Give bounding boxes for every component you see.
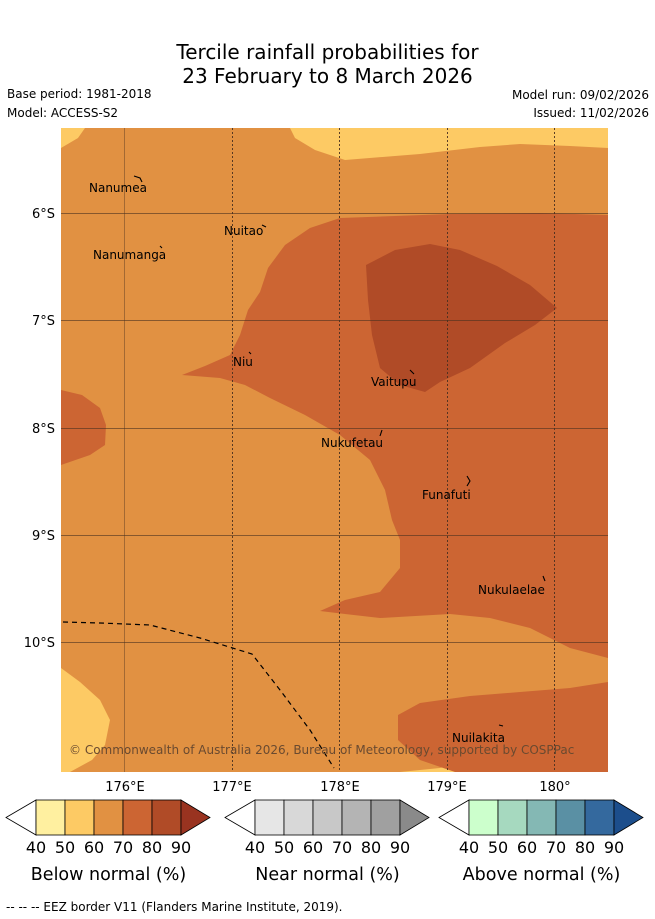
issued-date: Issued: 11/02/2026	[533, 106, 649, 120]
colorbar-tick: 40	[459, 838, 479, 857]
below-normal-colorbar: 40 50 60 70 80 90 Below normal (%)	[5, 799, 211, 885]
colorbar-segment	[64, 799, 95, 836]
colorbar-tick: 80	[361, 838, 381, 857]
island-mark-nuilakita	[498, 724, 504, 727]
base-period: Base period: 1981-2018	[7, 87, 152, 101]
lat-tick: 7°S	[32, 314, 55, 329]
colorbar-segment	[35, 799, 66, 836]
colorbar-tick: 60	[84, 838, 104, 857]
colorbar-tick: 90	[604, 838, 624, 857]
colorbar-tick: 70	[113, 838, 133, 857]
island-mark-nuitao	[261, 224, 267, 228]
place-label: Niu	[233, 355, 253, 369]
colorbar-arrow-low	[224, 799, 256, 836]
place-label: Vaitupu	[371, 375, 417, 389]
colorbar-segment	[254, 799, 285, 836]
colorbar-segment	[341, 799, 372, 836]
colorbar-tick: 90	[171, 838, 191, 857]
colorbar-group: 40 50 60 70 80 90 Below normal (%) 40 50 60 70 80 90…	[5, 799, 644, 885]
colorbar-tick: 80	[142, 838, 162, 857]
lon-tick: 177°E	[212, 780, 252, 795]
colorbar-label: Near normal (%)	[255, 865, 400, 885]
colorbar-label: Above normal (%)	[463, 865, 621, 885]
colorbar-arrow-low	[438, 799, 470, 836]
colorbar-tick: 70	[546, 838, 566, 857]
lon-tick: 179°E	[427, 780, 467, 795]
region-50-60-north	[290, 128, 608, 160]
title-line-2: 23 February to 8 March 2026	[182, 64, 473, 88]
near-normal-colorbar: 40 50 60 70 80 90 Near normal (%)	[224, 799, 430, 885]
place-label: Nuitao	[224, 224, 263, 238]
colorbar-tick: 60	[517, 838, 537, 857]
colorbar-segment	[151, 799, 182, 836]
colorbar-segment	[468, 799, 499, 836]
colorbar-tick: 40	[26, 838, 46, 857]
colorbar-segment	[370, 799, 401, 836]
colorbar-segment	[497, 799, 528, 836]
region-70-80-west	[61, 390, 106, 465]
island-mark-nukulaelae	[542, 575, 546, 582]
island-mark-nanumanga	[159, 245, 163, 249]
region-50-60-southwest	[61, 668, 110, 772]
colorbar-tick: 80	[575, 838, 595, 857]
colorbar-segment	[312, 799, 343, 836]
colorbar-segment	[555, 799, 586, 836]
lon-tick: 178°E	[320, 780, 360, 795]
colorbar-arrow-high	[613, 799, 644, 836]
colorbar-segment	[584, 799, 615, 836]
place-label: Nanumea	[89, 181, 147, 195]
lon-tick: 176°E	[105, 780, 145, 795]
place-label: Nukulaelae	[478, 583, 545, 597]
eez-legend-note: -- -- -- EEZ border V11 (Flanders Marine…	[6, 900, 343, 914]
lon-tick: 180°	[539, 780, 570, 795]
colorbar-tick: 60	[303, 838, 323, 857]
place-label: Nuilakita	[452, 731, 505, 745]
colorbar-segment	[93, 799, 124, 836]
map-title: Tercile rainfall probabilities for 23 Fe…	[0, 40, 655, 88]
lat-tick: 9°S	[32, 529, 55, 544]
colorbar-arrow-high	[180, 799, 211, 836]
colorbar-segment	[283, 799, 314, 836]
colorbar-arrow-high	[399, 799, 430, 836]
lat-tick: 10°S	[24, 636, 55, 651]
region-50-60-northwest	[61, 128, 85, 148]
colorbar-tick: 50	[55, 838, 75, 857]
lat-tick: 8°S	[32, 422, 55, 437]
eez-border	[62, 621, 335, 769]
island-mark-funafuti	[466, 475, 471, 487]
colorbar-tick: 70	[332, 838, 352, 857]
place-label: Funafuti	[422, 488, 471, 502]
colorbar-segment	[526, 799, 557, 836]
colorbar-label: Below normal (%)	[31, 865, 186, 885]
island-mark-nanumea	[133, 175, 143, 183]
model-name: Model: ACCESS-S2	[7, 106, 119, 120]
colorbar-segment	[122, 799, 153, 836]
colorbar-arrow-low	[5, 799, 37, 836]
island-mark-niu	[248, 351, 252, 355]
colorbar-tick: 50	[274, 838, 294, 857]
region-80-90	[366, 244, 557, 392]
colorbar-tick: 40	[245, 838, 265, 857]
colorbar-tick: 90	[390, 838, 410, 857]
above-normal-colorbar: 40 50 60 70 80 90 Above normal (%)	[438, 799, 644, 885]
lat-tick: 6°S	[32, 207, 55, 222]
copyright-notice: © Commonwealth of Australia 2026, Bureau…	[69, 743, 574, 757]
region-70-80-south	[398, 682, 608, 772]
colorbar-tick: 50	[488, 838, 508, 857]
island-mark-vaitupu	[409, 369, 415, 375]
island-mark-nukufetau	[379, 429, 383, 437]
place-label: Nukufetau	[321, 436, 383, 450]
model-run: Model run: 09/02/2026	[511, 88, 649, 102]
title-line-1: Tercile rainfall probabilities for	[176, 40, 479, 64]
place-label: Nanumanga	[93, 248, 166, 262]
